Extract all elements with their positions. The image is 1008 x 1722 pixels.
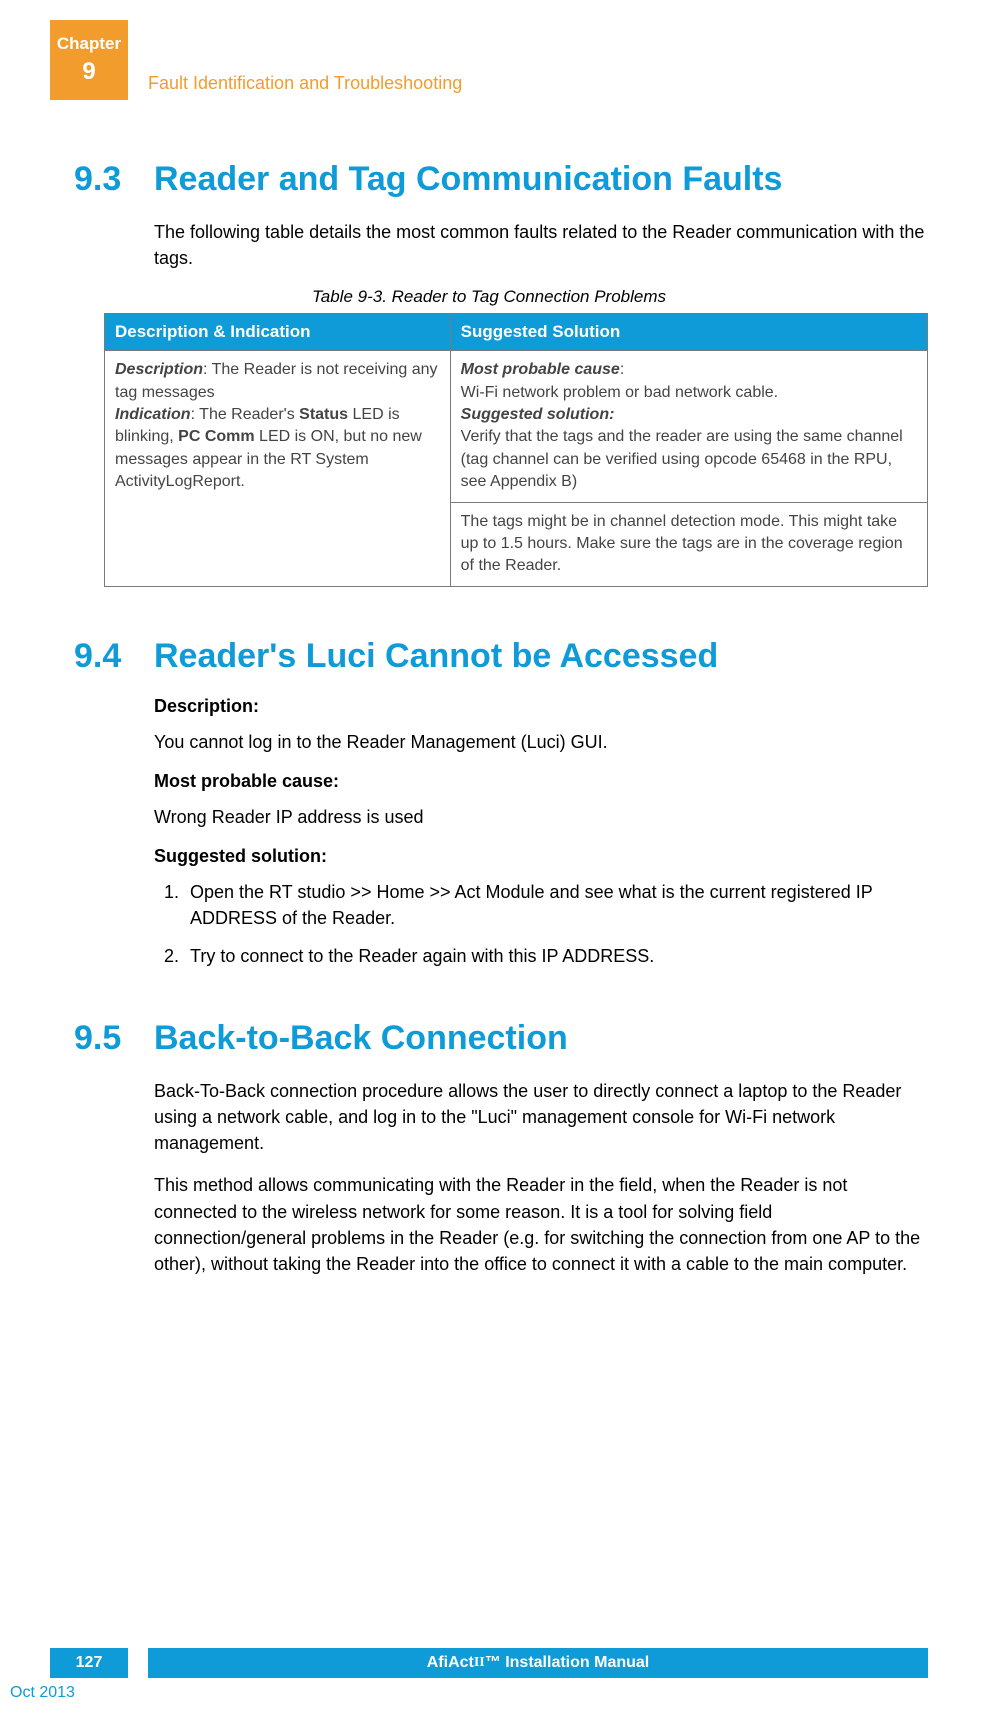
manual-title-a: AfiAct <box>427 1654 474 1672</box>
section-title: Reader and Tag Communication Faults <box>154 160 782 199</box>
section-heading: 9.5 Back-to-Back Connection <box>74 1019 928 1058</box>
step-2: Try to connect to the Reader again with … <box>184 943 928 969</box>
pc-comm-label: PC Comm <box>178 428 254 445</box>
footer-date: Oct 2013 <box>10 1684 1008 1702</box>
probable-cause-text: Wrong Reader IP address is used <box>154 804 928 830</box>
solution-steps: Open the RT studio >> Home >> Act Module… <box>154 879 928 969</box>
paragraph-2: This method allows communicating with th… <box>154 1172 928 1276</box>
step-1: Open the RT studio >> Home >> Act Module… <box>184 879 928 931</box>
paragraph-1: Back-To-Back connection procedure allows… <box>154 1078 928 1156</box>
indication-text-a: : The Reader's <box>191 406 300 423</box>
description-label: Description: <box>154 696 928 717</box>
table-cell-solution-1: Most probable cause: Wi-Fi network probl… <box>450 351 927 502</box>
probable-cause-text: Wi-Fi network problem or bad network cab… <box>461 384 778 401</box>
section-9-5: 9.5 Back-to-Back Connection Back-To-Back… <box>50 1019 928 1277</box>
suggested-solution-text: Verify that the tags and the reader are … <box>461 428 903 490</box>
section-title: Reader's Luci Cannot be Accessed <box>154 637 718 676</box>
page-footer: 127 AfiAct II™ Installation Manual Oct 2… <box>0 1648 1008 1702</box>
page-header: Chapter 9 Fault Identification and Troub… <box>50 20 928 100</box>
description-text: You cannot log in to the Reader Manageme… <box>154 729 928 755</box>
description-label: Description <box>115 361 203 378</box>
table-header-solution: Suggested Solution <box>450 314 927 351</box>
section-9-3: 9.3 Reader and Tag Communication Faults … <box>50 160 928 587</box>
suggested-solution-label: Suggested solution: <box>154 846 928 867</box>
chapter-label: Chapter <box>57 34 121 54</box>
chapter-number: 9 <box>82 58 95 86</box>
table-cell-description: Description: The Reader is not receiving… <box>105 351 451 587</box>
section-heading: 9.4 Reader's Luci Cannot be Accessed <box>74 637 928 676</box>
probable-cause-label: Most probable cause: <box>154 771 928 792</box>
manual-title-c: ™ Installation Manual <box>485 1654 649 1672</box>
section-number: 9.5 <box>74 1019 154 1058</box>
indication-label: Indication <box>115 406 191 423</box>
probable-cause-colon: : <box>620 361 624 378</box>
probable-cause-label: Most probable cause <box>461 361 620 378</box>
intro-paragraph: The following table details the most com… <box>154 219 928 271</box>
page-number: 127 <box>50 1648 128 1678</box>
footer-bar: 127 AfiAct II™ Installation Manual <box>50 1648 928 1678</box>
chapter-badge: Chapter 9 <box>50 20 128 100</box>
suggested-solution-label: Suggested solution: <box>461 406 615 423</box>
status-led-label: Status <box>299 406 348 423</box>
section-heading: 9.3 Reader and Tag Communication Faults <box>74 160 928 199</box>
section-number: 9.3 <box>74 160 154 199</box>
table-header-description: Description & Indication <box>105 314 451 351</box>
header-title: Fault Identification and Troubleshooting <box>148 73 462 100</box>
troubleshooting-table: Description & Indication Suggested Solut… <box>104 313 928 587</box>
manual-title-b: II <box>474 1655 485 1671</box>
section-9-4: 9.4 Reader's Luci Cannot be Accessed Des… <box>50 637 928 969</box>
section-number: 9.4 <box>74 637 154 676</box>
manual-title: AfiAct II™ Installation Manual <box>148 1648 928 1678</box>
table-cell-solution-2: The tags might be in channel detection m… <box>450 502 927 586</box>
table-caption: Table 9-3. Reader to Tag Connection Prob… <box>50 287 928 307</box>
section-title: Back-to-Back Connection <box>154 1019 568 1058</box>
